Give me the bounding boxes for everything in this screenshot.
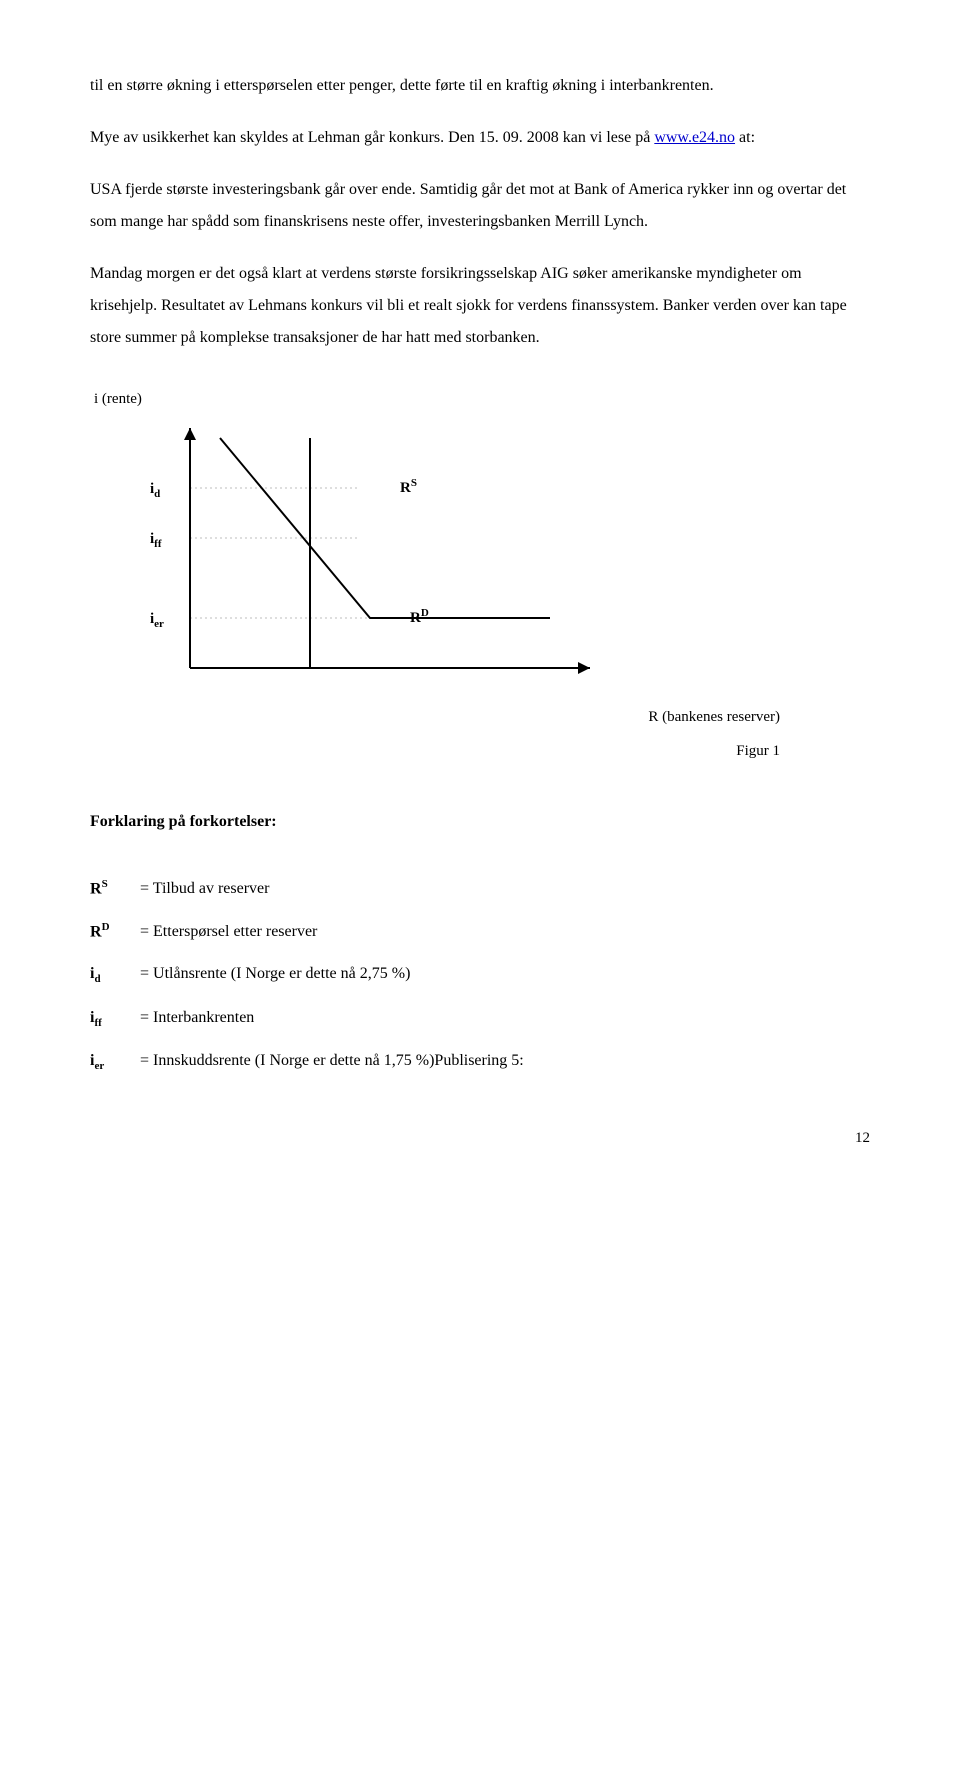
legend-symbol: iff <box>90 997 140 1040</box>
paragraph-4: Mandag morgen er det også klart at verde… <box>90 258 870 354</box>
svg-text:iff: iff <box>150 531 162 550</box>
x-axis-title: R (bankenes reserver) <box>90 702 780 732</box>
reserves-chart: i (rente) id iff ier RS RD R (bankenes reser… <box>90 384 870 766</box>
svg-text:id: id <box>150 481 160 500</box>
legend-row: ier= Innskuddsrente (I Norge er dette nå… <box>90 1040 534 1083</box>
link-e24[interactable]: www.e24.no <box>654 129 735 146</box>
legend-symbol: ier <box>90 1040 140 1083</box>
legend-description: = Etterspørsel etter reserver <box>140 911 534 954</box>
legend-heading: Forklaring på forkortelser: <box>90 806 870 838</box>
legend-table: RS= Tilbud av reserverRD= Etterspørsel e… <box>90 868 534 1083</box>
svg-text:RS: RS <box>400 477 417 496</box>
figure-caption: Figur 1 <box>90 736 780 766</box>
legend-description: = Utlånsrente (I Norge er dette nå 2,75 … <box>140 953 534 996</box>
legend-row: RS= Tilbud av reserver <box>90 868 534 911</box>
paragraph-2-post: at: <box>735 129 755 146</box>
paragraph-2: Mye av usikkerhet kan skyldes at Lehman … <box>90 122 870 154</box>
legend-symbol: id <box>90 953 140 996</box>
legend-symbol: RS <box>90 868 140 911</box>
chart-svg: id iff ier RS RD <box>90 418 650 698</box>
paragraph-1: til en større økning i etterspørselen et… <box>90 70 870 102</box>
legend-symbol: RD <box>90 911 140 954</box>
legend-description: = Innskuddsrente (I Norge er dette nå 1,… <box>140 1040 534 1083</box>
legend-row: id= Utlånsrente (I Norge er dette nå 2,7… <box>90 953 534 996</box>
legend-row: RD= Etterspørsel etter reserver <box>90 911 534 954</box>
y-axis-title: i (rente) <box>94 384 870 414</box>
svg-text:ier: ier <box>150 611 164 630</box>
legend-row: iff= Interbankrenten <box>90 997 534 1040</box>
paragraph-2-pre: Mye av usikkerhet kan skyldes at Lehman … <box>90 129 654 146</box>
svg-text:RD: RD <box>410 607 429 626</box>
legend-description: = Interbankrenten <box>140 997 534 1040</box>
page-number: 12 <box>90 1123 870 1153</box>
legend-description: = Tilbud av reserver <box>140 868 534 911</box>
paragraph-3: USA fjerde største investeringsbank går … <box>90 174 870 238</box>
